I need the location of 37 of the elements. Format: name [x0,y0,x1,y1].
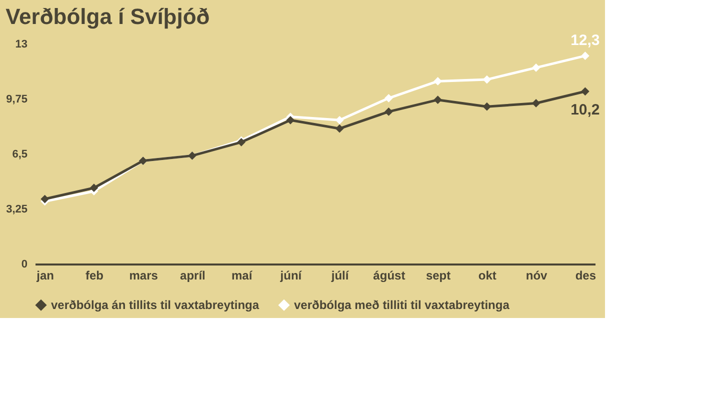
x-tick-label: maí [231,268,253,282]
chart-title: Verðbólga í Svíþjóð [6,4,210,29]
point [335,116,344,124]
data-label: 10,2 [570,101,600,118]
point [434,77,442,86]
x-tick-label: feb [85,268,104,282]
x-tick-label: júní [279,268,302,282]
point [482,75,492,84]
x-tick-label: júlí [330,268,350,282]
data-label: 12,3 [570,32,600,49]
point [580,87,590,96]
legend-label: verðbólga án tillits til vaxtabreytinga [51,298,260,312]
point [335,124,344,133]
point [580,52,590,60]
x-tick-label: apríl [180,268,206,282]
point [384,94,393,102]
legend-label: verðbólga með tilliti til vaxtabreytinga [294,298,510,312]
y-tick-label: 6,5 [12,148,28,160]
point [532,64,540,72]
y-tick-label: 3,25 [6,204,28,216]
x-tick-label: nóv [526,268,548,282]
y-tick-label: 9,75 [6,94,28,106]
x-tick-label: des [575,268,596,282]
x-tick-label: mars [129,268,158,282]
x-tick-label: okt [478,268,496,282]
x-tick-label: sept [426,268,451,282]
point [434,96,442,104]
point [384,108,393,116]
x-tick-label: ágúst [373,268,406,282]
point [482,102,492,111]
point [286,116,295,124]
point [90,184,98,192]
point [40,194,50,204]
point [532,99,540,108]
y-tick-label: 0 [21,258,28,270]
x-tick-label: jan [36,268,54,282]
y-tick-label: 13 [15,38,28,50]
